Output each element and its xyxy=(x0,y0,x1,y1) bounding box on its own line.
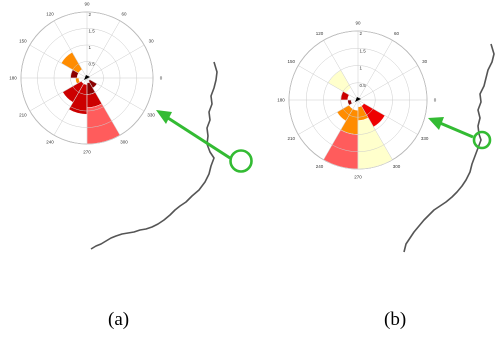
angle-tick-label: 240 xyxy=(46,140,54,145)
radial-tick-label: 1.5 xyxy=(360,48,367,53)
radial-tick-label: 0.5 xyxy=(360,83,367,88)
polar-spoke xyxy=(357,99,418,135)
polar-spoke xyxy=(298,99,359,135)
angle-tick-label: 210 xyxy=(19,113,27,118)
panel-b: 0.511.520306090120150180210240270300330 … xyxy=(277,21,495,330)
polar-spoke xyxy=(323,99,359,160)
radial-tick-label: 0.5 xyxy=(89,62,96,67)
radial-tick-label: 2 xyxy=(89,12,92,17)
radial-tick-label: 1.5 xyxy=(89,29,96,34)
polar-spoke xyxy=(323,40,359,101)
angle-tick-label: 60 xyxy=(121,11,127,16)
river-trace-b xyxy=(403,43,495,253)
polar-spoke xyxy=(53,20,88,79)
highlight-circle-b xyxy=(472,130,492,150)
pointer-arrow-b xyxy=(439,121,474,139)
polar-chart-b: 0.5 1 1.5 2 0 30 60 90 120 150 180 210 240 270 300 330 xyxy=(277,21,437,180)
angle-tick-label: 330 xyxy=(147,113,155,118)
polar-spoke xyxy=(86,20,121,79)
polar-spoke xyxy=(86,77,121,136)
angle-tick-label: 150 xyxy=(288,59,296,64)
center-marker xyxy=(355,97,361,102)
polar-spoke xyxy=(86,44,145,79)
caption-b: (b) xyxy=(384,309,406,330)
radial-tick-label: 1 xyxy=(360,66,363,71)
angle-tick-label: 30 xyxy=(422,59,428,64)
angle-tick-label: 330 xyxy=(421,136,429,141)
polar-spoke xyxy=(357,65,418,101)
caption-a: (a) xyxy=(108,309,129,330)
angle-tick-label: 120 xyxy=(316,31,324,36)
angle-tick-label: 30 xyxy=(149,39,155,44)
angle-tick-label: 300 xyxy=(393,164,401,169)
polar-spoke xyxy=(357,40,393,101)
center-marker xyxy=(84,75,90,80)
angle-tick-label: 240 xyxy=(316,164,324,169)
arrow-head-a xyxy=(156,110,172,124)
angle-tick-label: 0 xyxy=(160,76,163,81)
radial-tick-label: 2 xyxy=(360,31,363,36)
arrow-head-b xyxy=(428,117,444,130)
polar-spoke xyxy=(53,77,88,136)
polar-spoke xyxy=(29,44,88,79)
angle-tick-label: 180 xyxy=(9,76,17,81)
river-trace-a xyxy=(90,61,218,250)
angle-tick-label: 60 xyxy=(394,31,400,36)
angle-tick-label: 150 xyxy=(19,39,27,44)
angle-tick-label: 270 xyxy=(83,150,91,155)
highlight-circle-a xyxy=(229,149,253,173)
polar-spoke xyxy=(86,77,145,112)
angle-tick-label: 270 xyxy=(354,175,362,180)
angle-tick-label: 120 xyxy=(46,11,54,16)
angle-tick-label: 90 xyxy=(84,2,90,7)
angle-tick-label: 180 xyxy=(277,98,285,103)
panel-a: 0.511.520306090120150180210240270300330 … xyxy=(9,2,253,330)
polar-chart-a: 0.5 1 1.5 2 0 30 60 90 120 150 180 210 240 270 300 330 xyxy=(9,2,163,155)
polar-spoke xyxy=(298,65,359,101)
radial-tick-label: 1 xyxy=(89,45,92,50)
angle-tick-label: 90 xyxy=(355,21,361,26)
angle-tick-label: 0 xyxy=(434,98,437,103)
angle-tick-label: 300 xyxy=(120,140,128,145)
pointer-arrow-a xyxy=(167,116,231,160)
angle-tick-label: 210 xyxy=(288,136,296,141)
polar-spoke xyxy=(29,77,88,112)
polar-spoke xyxy=(357,99,393,160)
